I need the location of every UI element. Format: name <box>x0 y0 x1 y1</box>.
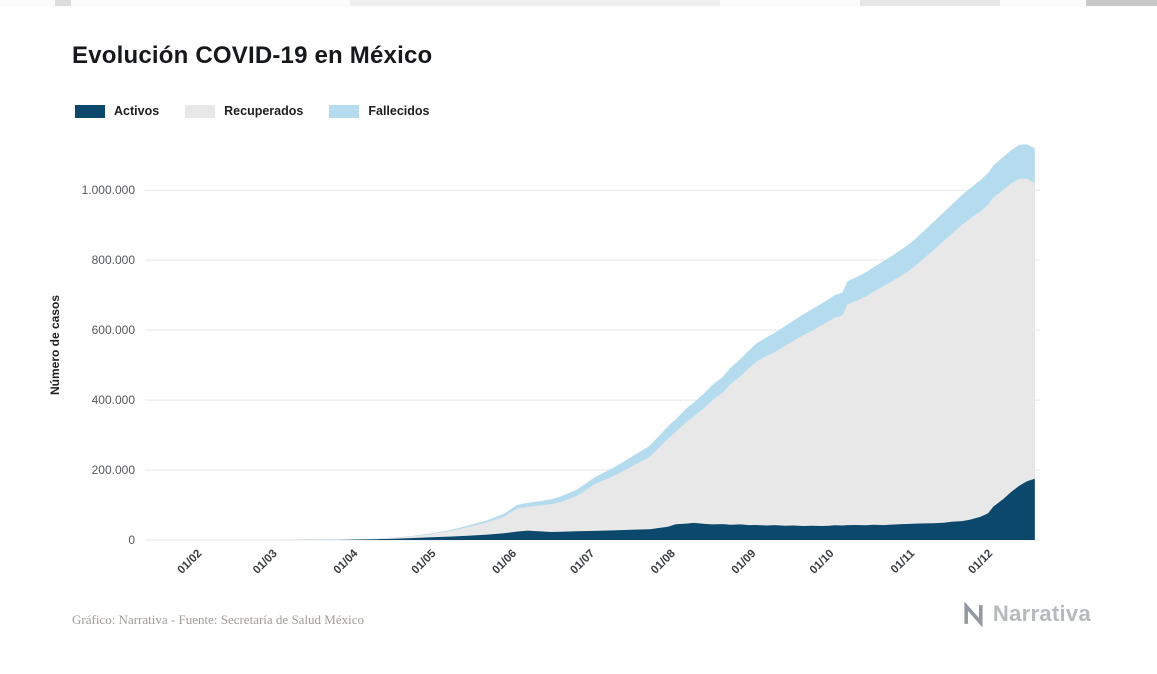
top-edge-artifact <box>1086 0 1157 6</box>
x-axis-tick-label: 01/04 <box>332 547 361 576</box>
legend-swatch-fallecidos <box>329 104 360 118</box>
narrativa-brand: Narrativa <box>962 601 1091 627</box>
y-axis-tick-label: 1.000.000 <box>82 183 136 197</box>
screen-top-edge <box>0 0 1157 7</box>
y-axis-tick-label: 600.000 <box>92 323 136 337</box>
legend: Activos Recuperados Fallecidos <box>75 104 430 118</box>
x-axis-tick-label: 01/06 <box>490 548 519 577</box>
source-credit: Gráfico: Narrativa - Fuente: Secretaría … <box>72 612 365 627</box>
legend-swatch-recuperados <box>185 104 216 118</box>
x-axis-tick-label: 01/07 <box>568 548 597 577</box>
x-axis-tick-label: 01/11 <box>889 547 918 576</box>
legend-label-activos: Activos <box>114 104 160 118</box>
y-axis-tick-label: 800.000 <box>92 253 136 267</box>
y-axis-tick-label: 200.000 <box>92 463 136 477</box>
narrativa-logo-text: Narrativa <box>992 601 1091 626</box>
x-axis-tick-label: 01/08 <box>649 547 678 576</box>
legend-item-recuperados: Recuperados <box>185 104 303 118</box>
narrativa-logo-icon <box>964 601 983 627</box>
x-axis-tick-label: 01/12 <box>966 548 995 577</box>
legend-item-fallecidos: Fallecidos <box>329 104 430 118</box>
x-axis-tick-label: 01/09 <box>730 548 759 577</box>
top-edge-artifact <box>860 0 1000 6</box>
x-axis-tick-label: 01/02 <box>176 548 205 577</box>
top-edge-artifact <box>350 0 720 6</box>
area-recuperados <box>145 178 1035 540</box>
y-axis-tick-label: 400.000 <box>92 393 136 407</box>
legend-item-activos: Activos <box>75 104 159 118</box>
page-title: Evolución COVID-19 en México <box>72 42 433 69</box>
x-axis-tick-label: 01/05 <box>410 547 439 576</box>
area-activos <box>145 478 1035 540</box>
legend-swatch-activos <box>75 104 105 118</box>
x-axis-tick-label: 01/10 <box>808 548 837 577</box>
legend-label-fallecidos: Fallecidos <box>368 104 430 118</box>
y-axis-tick-label: 0 <box>128 533 135 547</box>
legend-label-recuperados: Recuperados <box>224 104 304 118</box>
x-axis-tick-label: 01/03 <box>251 548 280 577</box>
top-edge-artifact <box>55 0 71 6</box>
